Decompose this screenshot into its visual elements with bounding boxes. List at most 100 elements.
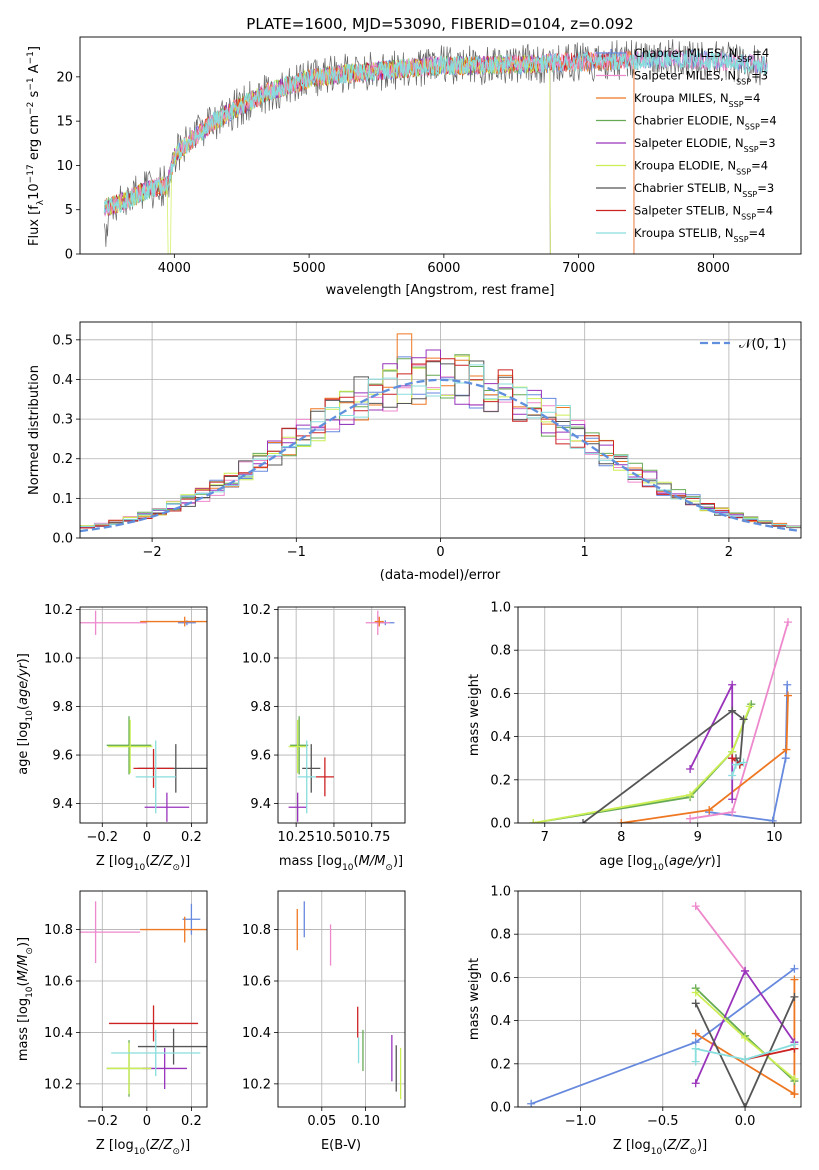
plus-marker	[783, 618, 792, 627]
y-tick-label: 0.0	[52, 532, 73, 547]
label-part: ⊙	[172, 1147, 180, 1157]
y-tick-label: 0.8	[490, 928, 511, 943]
plus-marker	[579, 819, 588, 823]
age_vs_Z-panel: −0.2 0 0.29.49.69.810.010.2Z [log10(Z/Z⊙)]…	[16, 603, 208, 873]
label-part: λ	[36, 199, 46, 205]
label-part: 10	[27, 183, 42, 200]
errorbar-point	[137, 1028, 207, 1065]
y-axis-label: Flux [fλ10−17 erg cm−2 s−1 A−1]	[26, 46, 46, 246]
age_vs_Z-plot-area	[80, 610, 207, 822]
legend-entry: Chabrier ELODIE, NSSP=4	[634, 114, 777, 132]
errorbar-point	[133, 748, 174, 788]
y-tick-label: 10.2	[44, 1077, 73, 1092]
label-part: (	[662, 1138, 667, 1153]
label-part: −1	[26, 77, 36, 90]
weight-line	[695, 979, 796, 1096]
plus-marker	[691, 999, 700, 1008]
mass_vs_Z-grid	[80, 891, 207, 1107]
x-tick-label: 0.10	[351, 1114, 380, 1129]
y-tick-label: 10.0	[44, 651, 73, 666]
legend-tail: =4	[749, 226, 766, 240]
plus-marker	[739, 715, 748, 724]
plus-marker	[617, 819, 626, 823]
y-tick-label: 9.4	[250, 797, 271, 812]
x-axis-label: Z [log10(Z/Z⊙)]	[96, 854, 190, 873]
x-tick-label: 7	[541, 830, 549, 845]
label-part: (	[664, 854, 669, 869]
y-tick-label: 1.0	[490, 885, 511, 900]
x-tick-label: 8	[617, 830, 625, 845]
spectrum-line	[103, 54, 551, 254]
mass_vs_ebv-plot-area	[296, 901, 402, 1100]
label-part: 10	[651, 1147, 663, 1157]
mass_weight_vs_age-panel: 7 8 9 10 0.0 0.2 0.4 0.6 0.8 1.0 mass weight age [l…	[467, 601, 802, 873]
label-part: (	[354, 854, 359, 869]
y-tick-label: 15	[56, 115, 73, 130]
plus-marker	[686, 765, 695, 773]
errorbar-point	[140, 616, 207, 627]
histogram-step	[80, 349, 801, 528]
errorbar-point	[374, 616, 384, 627]
weight-series	[691, 988, 799, 1083]
x-axis-label: Z [log10(Z/Z⊙)]	[613, 1138, 707, 1157]
y-tick-label: 10.6	[44, 975, 73, 990]
plus-marker	[686, 790, 695, 799]
x-tick-label: 9	[694, 830, 702, 845]
legend-sub: SSP	[744, 145, 759, 154]
weight-line	[694, 996, 796, 1107]
label-part: )]	[16, 937, 31, 947]
histogram-step	[80, 364, 801, 528]
y-tick-label: 0.8	[490, 644, 511, 659]
plus-marker	[705, 806, 714, 815]
weight-line	[582, 709, 745, 823]
weight-series	[691, 975, 799, 1099]
y-axis-label: age [log10(age/yr)]	[16, 653, 35, 775]
x-tick-label: 0.0	[735, 1114, 756, 1129]
x-tick-label: 1	[581, 545, 589, 560]
legend-name: Salpeter ELODIE, N	[634, 136, 744, 150]
plus-marker	[527, 1099, 536, 1107]
weight-series	[691, 992, 799, 1107]
legend-entry: Salpeter ELODIE, NSSP=3	[634, 136, 776, 154]
plus-marker	[745, 702, 754, 711]
x-tick-label: −2	[143, 545, 162, 560]
x-tick-label: 10.50	[315, 830, 352, 845]
errorbar-point	[106, 716, 152, 775]
residuals-panel: −2 −1 0 1 2 0.0 0.1 0.2 0.3 0.4 0.5 𝒩(0, 1) (data-mo…	[27, 321, 802, 583]
plus-marker	[691, 1029, 700, 1038]
age_vs_mass-panel: 10.25 10.50 10.75 9.4 9.6 9.8 10.0 10.2 mass [lo…	[242, 603, 406, 873]
errorbar-point	[140, 916, 207, 943]
legend-tail: =3	[759, 136, 776, 150]
legend-sub: SSP	[734, 235, 749, 244]
legend-sub: SSP	[729, 100, 744, 109]
y-tick-label: 10	[56, 159, 73, 174]
label-part: (	[145, 1138, 150, 1153]
plus-marker	[741, 1103, 750, 1107]
label-part: (	[16, 981, 31, 986]
label-part: ⊙	[25, 947, 35, 955]
spectrum-line	[103, 50, 768, 214]
label-part: 10	[25, 986, 35, 998]
weight-series	[691, 902, 750, 975]
x-tick-label: 10	[766, 830, 783, 845]
errorbar-point	[135, 740, 176, 814]
y-tick-label: 20	[56, 70, 73, 85]
weight-series	[529, 702, 754, 823]
plus-marker	[691, 902, 700, 911]
x-tick-label: 6000	[427, 261, 460, 276]
x-tick-label: 10.75	[353, 830, 390, 845]
label-part: ⊙	[385, 863, 393, 873]
errorbar-point	[302, 744, 321, 793]
label-part: )]	[393, 854, 403, 869]
y-tick-label: 9.6	[52, 749, 73, 764]
y-tick-label: 10.8	[44, 923, 73, 938]
label-part: Z [log	[96, 854, 134, 869]
age_vs_mass-plot-area	[288, 610, 395, 822]
plus-marker	[783, 680, 792, 689]
label-part: )]	[697, 1138, 707, 1153]
figure-title: PLATE=1600, MJD=53090, FIBERID=0104, z=0…	[246, 15, 633, 33]
mass_vs_ebv-panel: 0.05 0.10 10.2 10.4 10.6 10.8 E(B-V)	[242, 890, 406, 1153]
plus-marker	[790, 964, 799, 973]
weight-line	[694, 905, 746, 972]
